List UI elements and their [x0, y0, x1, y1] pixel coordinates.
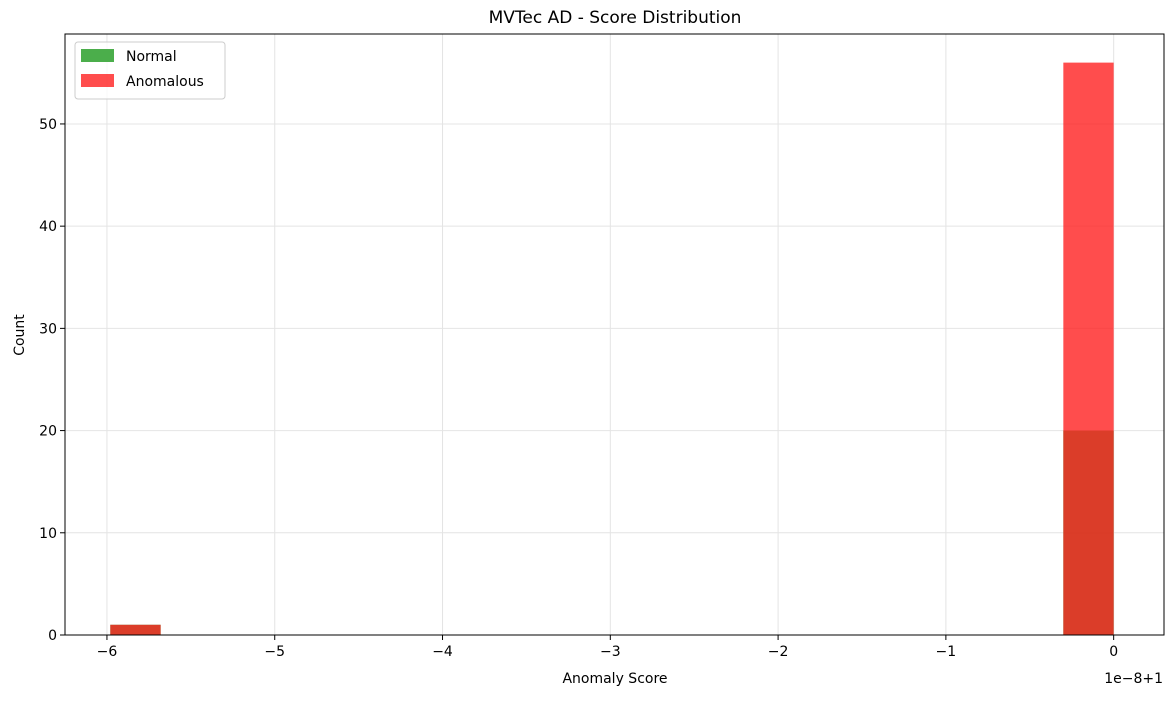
x-tick-label: −3 [600, 644, 621, 660]
x-tick-label: 0 [1109, 644, 1118, 660]
y-tick-label: 30 [39, 321, 57, 337]
x-tick-label: −6 [97, 644, 118, 660]
y-tick-label: 0 [48, 628, 57, 644]
axes: −6 −5 −4 −3 −2 −1 0 0 10 20 30 40 50 [39, 33, 1165, 660]
x-tick-label: −2 [768, 644, 789, 660]
y-tick-label: 50 [39, 117, 57, 133]
y-tick-label: 10 [39, 526, 57, 542]
y-tick-label: 40 [39, 219, 57, 235]
x-tick-label: −1 [936, 644, 957, 660]
histogram-bar-anomalous [1063, 62, 1114, 636]
x-axis-label: Anomaly Score [562, 671, 667, 687]
histogram-bars [110, 62, 1114, 636]
legend-label-anomalous: Anomalous [126, 74, 204, 90]
y-axis-label: Count [12, 314, 28, 356]
chart-title: MVTec AD - Score Distribution [489, 8, 742, 28]
x-tick-label: −4 [432, 644, 453, 660]
legend-swatch-normal [81, 49, 114, 62]
x-tick-label: −5 [264, 644, 285, 660]
grid-lines [65, 34, 1164, 636]
x-axis-offset-label: 1e−8+1 [1104, 671, 1163, 687]
y-tick-label: 20 [39, 424, 57, 440]
legend: Normal Anomalous [74, 41, 226, 100]
legend-label-normal: Normal [126, 49, 177, 65]
histogram-bar-anomalous [110, 624, 161, 635]
plot-frame [64, 33, 1165, 636]
legend-swatch-anomalous [81, 74, 114, 87]
